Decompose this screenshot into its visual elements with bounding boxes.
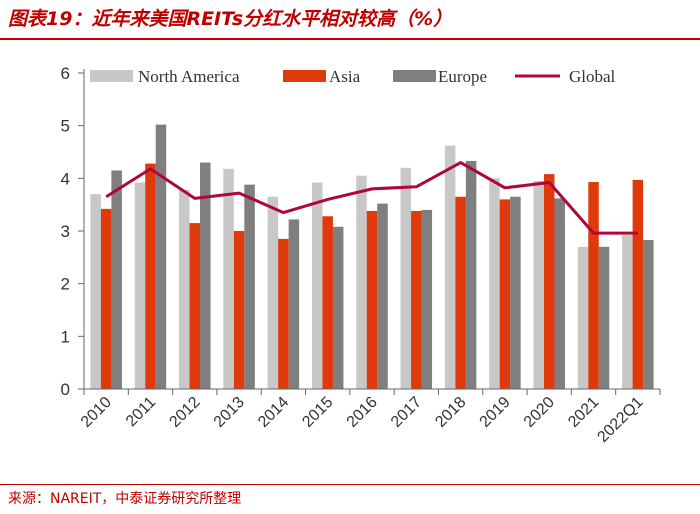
bar-asia-2013 bbox=[233, 231, 245, 389]
bar-europe-2011 bbox=[155, 124, 167, 389]
y-tick-label: 1 bbox=[61, 327, 70, 346]
y-tick-label: 0 bbox=[61, 380, 70, 399]
bar-asia-2010 bbox=[100, 208, 112, 389]
x-tick-label-2017: 2017 bbox=[388, 394, 425, 431]
bar-europe-2017 bbox=[421, 209, 433, 389]
bar-europe-2012 bbox=[200, 162, 211, 389]
bar-north-america-2011 bbox=[134, 182, 146, 389]
x-tick-label-2022q1: 2022Q1 bbox=[594, 394, 646, 446]
bar-asia-2015 bbox=[322, 216, 333, 389]
global-line-layer bbox=[105, 161, 638, 235]
y-tick-label: 4 bbox=[61, 169, 70, 188]
bar-europe-2015 bbox=[332, 226, 344, 389]
bar-europe-2018 bbox=[465, 160, 477, 389]
bar-europe-2022q1 bbox=[643, 239, 654, 389]
x-tick-label-2011: 2011 bbox=[123, 394, 159, 430]
x-axis: 2010 2011 2012 2013 2014 2015 2016 2017 2018 2019… bbox=[78, 388, 661, 446]
bars-layer bbox=[90, 124, 654, 389]
bar-north-america-2013 bbox=[223, 168, 234, 389]
x-tick-label-2013: 2013 bbox=[211, 394, 248, 431]
bar-north-america-2015 bbox=[311, 182, 323, 389]
y-tick-label: 5 bbox=[61, 117, 70, 136]
bar-asia-2022q1 bbox=[632, 179, 644, 389]
bar-north-america-2016 bbox=[356, 175, 367, 389]
bar-north-america-2010 bbox=[90, 194, 101, 389]
bar-asia-2011 bbox=[145, 163, 156, 389]
bar-asia-2019 bbox=[499, 199, 511, 389]
figure-title: 图表19：近年来美国REITs分红水平相对较高（%） bbox=[8, 8, 453, 30]
bar-europe-2014 bbox=[288, 219, 300, 389]
x-tick-label-2016: 2016 bbox=[344, 394, 381, 431]
bar-asia-2021 bbox=[588, 182, 599, 389]
legend-swatch-asia bbox=[283, 70, 326, 82]
legend-label-north-america: North America bbox=[138, 67, 240, 86]
bar-asia-2012 bbox=[189, 223, 201, 389]
bar-north-america-2021 bbox=[577, 246, 589, 389]
bar-asia-2016 bbox=[366, 210, 378, 389]
bar-asia-2020 bbox=[543, 174, 555, 389]
legend-swatch-north-america bbox=[90, 70, 133, 82]
bar-europe-2013 bbox=[244, 184, 255, 389]
bar-north-america-2019 bbox=[489, 178, 500, 389]
bar-asia-2018 bbox=[455, 196, 466, 389]
footer-divider bbox=[0, 484, 700, 485]
x-tick-label-2018: 2018 bbox=[432, 394, 469, 431]
x-tick-label-2020: 2020 bbox=[521, 394, 558, 431]
legend-label-global: Global bbox=[569, 67, 616, 86]
x-tick-label-2021: 2021 bbox=[565, 394, 602, 431]
bar-europe-2016 bbox=[377, 203, 388, 389]
y-axis: 0 1 2 3 4 5 6 bbox=[61, 64, 85, 399]
bar-europe-2010 bbox=[111, 170, 122, 389]
legend-swatch-europe bbox=[393, 70, 436, 82]
legend-label-europe: Europe bbox=[438, 67, 487, 86]
x-tick-label-2010: 2010 bbox=[78, 394, 115, 431]
y-tick-label: 6 bbox=[61, 64, 70, 83]
title-divider bbox=[0, 38, 700, 40]
bar-europe-2021 bbox=[598, 246, 610, 389]
x-tick-label-2012: 2012 bbox=[166, 394, 203, 431]
bar-north-america-2014 bbox=[267, 196, 279, 389]
bar-north-america-2017 bbox=[400, 167, 412, 389]
bar-asia-2017 bbox=[411, 210, 422, 389]
source-note: 来源：NAREIT，中泰证券研究所整理 bbox=[8, 491, 242, 507]
x-tick-label-2014: 2014 bbox=[255, 394, 292, 431]
y-tick-label: 3 bbox=[61, 222, 70, 241]
dividend-yield-chart: 0 1 2 3 4 5 6 2010 2011 2012 2013 2014 2015 2016 2017… bbox=[61, 64, 661, 446]
bar-europe-2020 bbox=[554, 198, 565, 389]
bar-north-america-2022q1 bbox=[622, 235, 633, 389]
bar-north-america-2020 bbox=[533, 180, 544, 389]
bar-asia-2014 bbox=[278, 238, 289, 389]
x-tick-label-2015: 2015 bbox=[299, 394, 336, 431]
bar-north-america-2018 bbox=[444, 145, 456, 389]
x-tick-label-2019: 2019 bbox=[477, 394, 514, 431]
bar-north-america-2012 bbox=[179, 189, 190, 389]
legend: North America Asia Europe Global bbox=[90, 67, 616, 86]
y-tick-label: 2 bbox=[61, 275, 70, 294]
bar-europe-2019 bbox=[510, 196, 521, 389]
legend-label-asia: Asia bbox=[329, 67, 361, 86]
